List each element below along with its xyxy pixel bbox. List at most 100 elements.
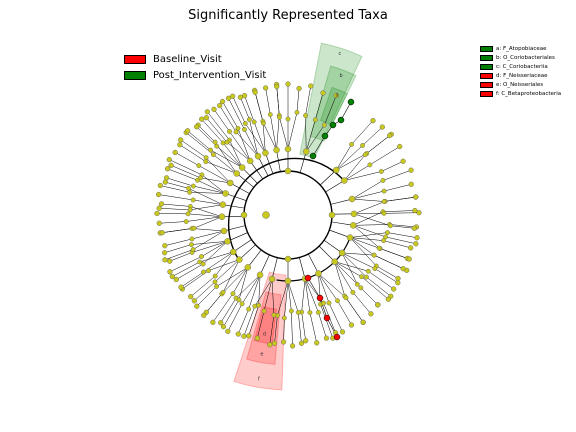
branch-edge [271,257,278,280]
taxon-node [163,175,170,181]
branch-edge [324,95,337,126]
branch-edge [190,275,216,297]
taxon-node [261,308,267,314]
taxon-node [203,115,209,121]
branch-edge [219,105,237,133]
branch-edge [201,174,226,194]
branch-edge [232,96,246,124]
branch-edge [270,114,277,151]
branch-edge [361,276,389,300]
taxon-node [196,163,202,168]
taxon-node [194,303,200,309]
highlight-letter-c: c [339,51,342,57]
branch-edge [169,256,202,272]
taxon-node [256,271,264,279]
taxon-node [211,106,217,112]
branch-edge [164,238,193,246]
taxon-node [400,158,406,164]
taxa-label: d: F_Neisseriaceae [496,72,548,79]
taxon-node [354,281,360,287]
branch-edge [240,97,250,120]
post-intervention-clade-edge [312,135,326,157]
branch-edge [353,213,391,227]
taxon-node [178,284,184,290]
taxon-node [371,252,377,258]
taxon-node [411,225,417,231]
branch-edge [158,194,194,201]
branch-edge [299,257,306,279]
branch-edge [198,165,231,184]
taxon-node [387,132,393,139]
branch-edge [334,261,369,272]
taxon-node [315,270,322,277]
taxon-node [212,273,218,279]
taxa-legend-item: e: O_Neisseriales [480,80,561,89]
phylum-node [328,211,336,219]
branch-edge [344,164,370,181]
branch-edge [222,259,240,293]
taxa-swatch [480,90,493,97]
branch-edge [193,199,223,205]
branch-edge [341,252,367,278]
branch-edge [210,149,243,168]
chart-title: Significantly Represented Taxa [188,8,388,23]
branch-edge [305,124,325,152]
taxon-node [225,328,231,334]
branch-edge [194,281,216,301]
taxon-node [173,276,179,283]
branch-edge [197,180,226,194]
taxon-node [167,258,173,264]
taxa-label: a: F_Atopobiaceae [496,45,547,52]
taxon-node [185,128,191,134]
legend-item-post-intervention: Post_Intervention_Visit [124,67,266,83]
branch-edge [247,249,262,268]
branch-edge [220,297,237,323]
taxon-node [203,155,209,161]
taxa-swatch [480,72,493,79]
branch-edge [276,115,280,151]
taxa-legend: a: F_Atopobiaceae b: O_Coriobacteriales … [480,44,561,98]
branch-edge [198,125,216,143]
taxon-node [362,152,368,158]
taxon-node [200,261,206,267]
taxon-node [183,219,189,224]
taxon-node [385,230,390,235]
taxon-node [162,250,168,256]
taxon-node [294,109,300,115]
taxon-node [282,315,287,321]
taxon-node [368,311,374,317]
node-layer [154,81,422,349]
taxon-node [239,301,245,307]
taxon-node [191,298,197,304]
taxon-node [206,268,211,274]
branch-edge [232,267,249,294]
branch-edge [349,237,377,267]
branch-edge [301,312,306,341]
branch-edge [215,251,234,277]
taxon-node [244,264,252,271]
taxon-node [408,181,414,187]
taxon-node [201,312,207,318]
branch-edge [199,251,234,263]
branch-edge [164,244,192,253]
branch-edge [349,237,375,256]
branch-edge [381,161,404,172]
branch-edge [279,117,289,150]
branch-edge [159,207,191,211]
taxon-node [412,207,418,214]
taxon-node [307,310,313,315]
branch-edge [318,245,335,262]
taxon-node [346,234,354,241]
branch-edge [191,241,228,253]
taxon-node [335,298,340,304]
taxon-node [284,145,292,153]
baseline-clade-node [323,314,331,322]
branch-edge [161,203,191,207]
branch-edge [169,159,203,176]
branch-edge [187,213,223,217]
taxon-node [303,338,309,344]
branch-edge [225,193,247,201]
branch-edge [212,293,234,323]
branch-edge [369,146,400,166]
class-arc [227,157,346,258]
